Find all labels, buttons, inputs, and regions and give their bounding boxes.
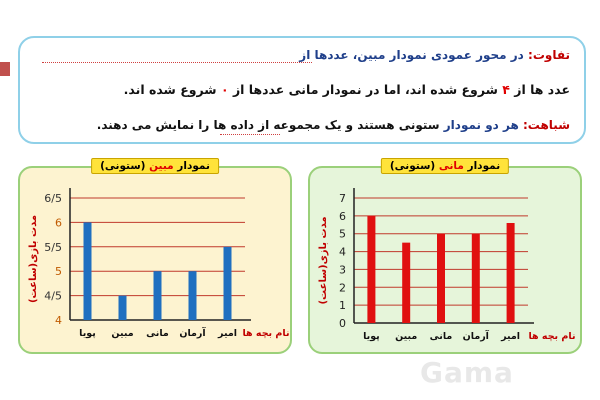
difference-label: تفاوت: xyxy=(528,48,570,62)
y-tick-label: 2 xyxy=(339,281,346,294)
y-tick-label: 6 xyxy=(55,216,62,229)
start-number-mani: ۰ xyxy=(220,82,229,97)
line2-mid: شروع شده اند، اما در نمودار مانی عددها ا… xyxy=(232,82,498,97)
difference-detail-line: عدد ها از ۴ شروع شده اند، اما در نمودار … xyxy=(124,82,570,97)
bar xyxy=(153,271,162,320)
mobin-chart-card: نمودار مبین (ستونی) 4 4/5 5 5/5 6 6/5 پویا مبین… xyxy=(18,158,292,354)
bar xyxy=(506,223,515,323)
watermark: Gama xyxy=(420,356,514,389)
bar xyxy=(471,233,480,323)
difference-line: تفاوت: در محور عمودی نمودار مبین، عددها … xyxy=(299,48,570,62)
x-tick-label: امیر xyxy=(500,331,520,342)
y-tick-label: 6/5 xyxy=(44,192,62,205)
mani-bar-chart: 0 1 2 3 4 5 6 7 پویا مبین مانی آرمان امیر مدت بازی(سا… xyxy=(318,188,576,342)
similarity-line: شباهت: هر دو نمودار ستونی هستند و یک مجم… xyxy=(97,118,570,132)
y-tick-label: 4/5 xyxy=(44,290,62,303)
dotted-fill-line-2 xyxy=(220,134,280,135)
chart-title-highlight: مبین xyxy=(149,160,174,172)
mani-chart-card: نمودار مانی (ستونی) 0 1 2 3 4 5 6 7 پویا مبین مانی… xyxy=(308,158,582,354)
chart-title-prefix: نمودار xyxy=(177,160,210,172)
bar xyxy=(402,242,411,323)
y-tick-label: 1 xyxy=(339,299,346,312)
x-axis-label: نام بچه ها xyxy=(528,331,575,342)
y-tick-label: 5/5 xyxy=(44,241,62,254)
line2-pre: عدد ها از xyxy=(514,82,570,97)
x-tick-label: پویا xyxy=(79,328,96,339)
x-tick-label: مانی xyxy=(146,328,169,339)
bar xyxy=(367,215,376,323)
start-number-mobin: ۴ xyxy=(502,82,510,97)
bar xyxy=(83,222,92,320)
chart-title-suffix: (ستونی) xyxy=(100,160,146,172)
x-tick-label: پویا xyxy=(363,331,380,342)
chart-title-highlight: مانی xyxy=(438,160,464,172)
similarity-text: ستونی هستند و یک مجموعه از داده ها را نم… xyxy=(96,118,440,132)
x-tick-label: مانی xyxy=(430,331,453,342)
mobin-chart-title: نمودار مبین (ستونی) xyxy=(91,158,219,174)
mobin-bar-chart: 4 4/5 5 5/5 6 6/5 پویا مبین مانی آرمان امیر مدت باز… xyxy=(28,188,290,339)
dotted-fill-line xyxy=(42,62,312,63)
bar xyxy=(437,233,445,323)
x-tick-label: مبین xyxy=(111,328,133,339)
y-tick-label: 7 xyxy=(339,192,346,205)
x-tick-label: آرمان xyxy=(463,329,490,342)
similarity-label: شباهت: xyxy=(522,118,570,132)
y-tick-label: 5 xyxy=(55,265,62,278)
similarity-blue-text: هر دو نمودار xyxy=(443,118,519,132)
x-tick-label: مبین xyxy=(395,331,417,342)
y-axis-label: مدت بازی(ساعت) xyxy=(318,216,329,304)
y-axis-label: مدت بازی(ساعت) xyxy=(28,215,39,303)
mani-chart-title: نمودار مانی (ستونی) xyxy=(380,158,510,174)
accent-bar xyxy=(0,62,10,76)
bar xyxy=(223,246,232,320)
chart-title-prefix: نمودار xyxy=(467,160,501,172)
bar xyxy=(118,295,127,320)
x-axis-label: نام بچه ها xyxy=(242,328,289,339)
y-tick-label: 4 xyxy=(339,246,346,259)
y-tick-label: 3 xyxy=(339,263,346,276)
x-tick-label: آرمان xyxy=(179,326,206,339)
y-tick-label: 5 xyxy=(339,228,346,241)
x-tick-label: امیر xyxy=(217,328,237,339)
y-tick-label: 0 xyxy=(339,317,346,330)
bar xyxy=(188,271,197,320)
y-tick-label: 6 xyxy=(339,210,346,223)
difference-text: در محور عمودی نمودار مبین، عددها از xyxy=(299,48,524,62)
comparison-box: تفاوت: در محور عمودی نمودار مبین، عددها … xyxy=(18,36,586,144)
line2-post: شروع شده اند. xyxy=(123,82,217,97)
y-tick-label: 4 xyxy=(55,314,62,327)
chart-title-suffix: (ستونی) xyxy=(389,160,436,172)
